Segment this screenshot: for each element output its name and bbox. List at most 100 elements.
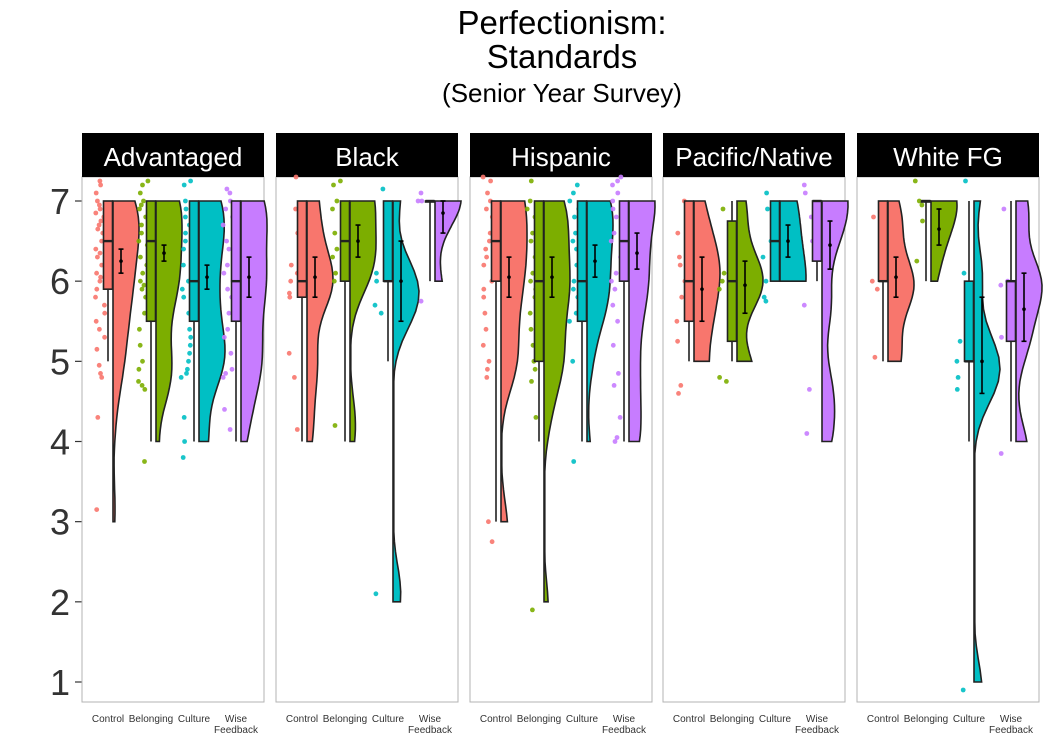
mean-point xyxy=(550,275,554,279)
data-point xyxy=(227,427,233,432)
data-point xyxy=(330,206,335,212)
facet-strip-label: Black xyxy=(335,142,400,172)
data-point xyxy=(97,278,103,284)
x-tick-label: Belonging xyxy=(129,714,173,725)
data-point xyxy=(679,294,685,300)
data-point xyxy=(221,270,227,276)
data-point xyxy=(181,262,186,268)
data-point xyxy=(184,371,189,376)
data-point xyxy=(528,326,534,332)
violin-half xyxy=(434,200,462,283)
data-point xyxy=(141,198,146,204)
mean-point xyxy=(593,259,597,263)
data-point xyxy=(920,218,925,224)
data-point xyxy=(528,278,533,284)
data-point xyxy=(481,294,487,300)
data-point xyxy=(137,342,143,348)
x-tick-label: Wise xyxy=(419,714,442,725)
data-point xyxy=(136,366,142,372)
violin-half xyxy=(240,200,268,443)
data-point xyxy=(612,286,618,292)
data-point xyxy=(93,294,98,300)
box-iqr xyxy=(811,200,823,262)
violin-half xyxy=(306,200,334,443)
violin-half xyxy=(392,200,420,603)
violin-half xyxy=(349,200,377,443)
mean-point xyxy=(980,359,984,364)
violin-half xyxy=(1015,200,1043,443)
data-point xyxy=(610,182,615,188)
facet-strip xyxy=(857,133,1039,177)
box-iqr xyxy=(382,200,394,282)
data-point xyxy=(222,407,227,412)
data-point xyxy=(763,298,769,304)
data-point xyxy=(183,238,188,244)
data-point xyxy=(611,383,617,388)
data-point xyxy=(178,375,184,380)
data-point xyxy=(617,415,623,420)
data-point xyxy=(610,198,616,204)
data-point xyxy=(674,318,680,324)
violin-half xyxy=(973,200,1001,683)
data-point xyxy=(179,286,185,292)
data-point xyxy=(137,206,142,212)
data-point xyxy=(136,379,141,384)
data-point xyxy=(487,238,492,244)
data-point xyxy=(483,326,489,332)
data-point xyxy=(481,262,487,268)
data-point xyxy=(574,182,580,188)
data-point xyxy=(334,246,340,252)
data-point xyxy=(807,387,812,392)
facet-strip xyxy=(663,133,845,177)
y-tick-label: 3 xyxy=(50,502,70,543)
data-point xyxy=(187,350,193,356)
data-point xyxy=(225,262,230,268)
data-point xyxy=(187,342,193,348)
data-point xyxy=(139,222,144,228)
data-point xyxy=(871,214,876,220)
facet-strip xyxy=(82,133,264,177)
data-point xyxy=(528,178,534,184)
facet-strip-label: White FG xyxy=(893,142,1003,172)
data-point xyxy=(183,230,188,236)
data-point xyxy=(187,326,193,332)
data-point xyxy=(94,286,100,292)
data-point xyxy=(94,507,100,512)
x-tick-label: Belonging xyxy=(710,714,754,725)
data-point xyxy=(97,206,103,212)
data-point xyxy=(95,254,100,260)
data-point xyxy=(954,387,960,392)
data-point xyxy=(332,423,338,428)
data-point xyxy=(721,270,727,276)
data-point xyxy=(333,270,338,276)
x-tick-label: Feedback xyxy=(602,725,647,736)
data-point xyxy=(610,302,616,308)
data-point xyxy=(331,182,336,188)
data-point xyxy=(571,278,577,284)
x-tick-label: Control xyxy=(867,714,899,725)
data-point xyxy=(181,182,187,188)
data-point xyxy=(228,350,234,356)
data-point xyxy=(610,206,616,212)
data-point xyxy=(138,278,143,284)
data-point xyxy=(182,439,188,444)
violin-half xyxy=(887,200,915,363)
data-point xyxy=(224,238,230,244)
data-point xyxy=(286,350,292,356)
data-point xyxy=(223,371,229,376)
data-point xyxy=(571,190,576,196)
data-point xyxy=(180,455,186,460)
data-point xyxy=(527,310,533,316)
mean-point xyxy=(162,251,166,255)
data-point xyxy=(524,206,530,212)
data-point xyxy=(765,206,770,212)
box-iqr xyxy=(1005,280,1017,343)
data-point xyxy=(98,371,103,376)
data-point xyxy=(608,238,614,244)
data-point xyxy=(615,178,620,184)
data-point xyxy=(760,254,766,260)
data-point xyxy=(618,174,624,180)
data-point xyxy=(567,318,572,324)
data-point xyxy=(98,182,103,188)
